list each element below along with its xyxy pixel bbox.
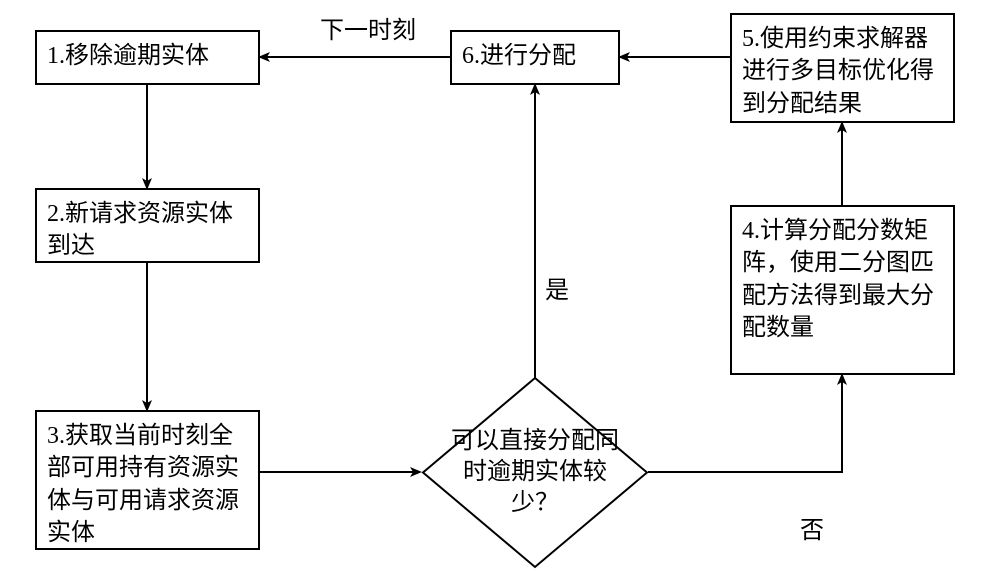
label-next-time: 下一时刻 [320, 10, 416, 45]
label-yes: 是 [545, 270, 569, 305]
node-6: 6.进行分配 [450, 30, 620, 85]
node-4: 4.计算分配分数矩阵，使用二分图匹配方法得到最大分配数量 [730, 205, 955, 375]
node-2: 2.新请求资源实体到达 [35, 188, 260, 263]
node-4-label: 4.计算分配分数矩阵，使用二分图匹配方法得到最大分配数量 [742, 215, 943, 345]
decision-label: 可以直接分配同时逾期实体较少？ [420, 375, 650, 570]
node-1: 1.移除逾期实体 [35, 30, 260, 85]
node-1-label: 1.移除逾期实体 [47, 40, 209, 72]
node-3-label: 3.获取当前时刻全部可用持有资源实体与可用请求资源实体 [47, 420, 248, 550]
node-3: 3.获取当前时刻全部可用持有资源实体与可用请求资源实体 [35, 410, 260, 550]
node-5-label: 5.使用约束求解器进行多目标优化得到分配结果 [742, 23, 943, 120]
node-2-label: 2.新请求资源实体到达 [47, 198, 248, 263]
node-6-label: 6.进行分配 [462, 40, 576, 72]
node-5: 5.使用约束求解器进行多目标优化得到分配结果 [730, 13, 955, 123]
label-no: 否 [800, 510, 824, 545]
edge-decision-4 [648, 375, 842, 472]
decision-node: 可以直接分配同时逾期实体较少？ [420, 375, 650, 570]
